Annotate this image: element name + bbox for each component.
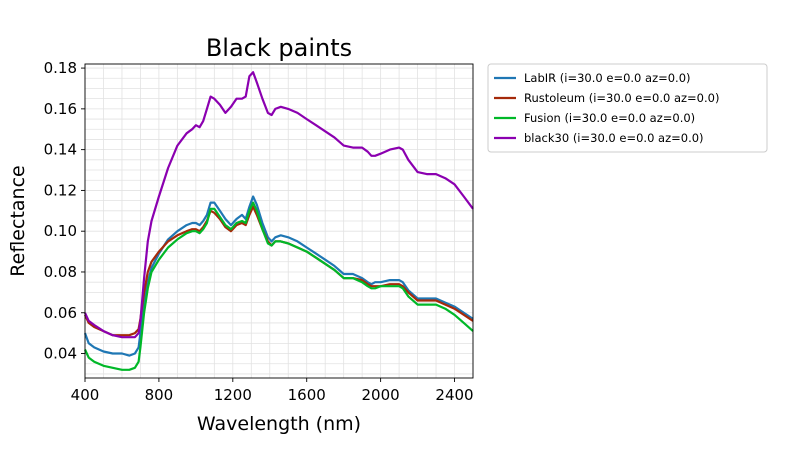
legend-label-0: LabIR (i=30.0 e=0.0 az=0.0) bbox=[524, 71, 691, 85]
x-tick-label: 2400 bbox=[435, 386, 473, 404]
y-tick-label: 0.06 bbox=[44, 304, 77, 322]
y-tick-label: 0.12 bbox=[44, 181, 77, 199]
y-tick-label: 0.14 bbox=[44, 141, 77, 159]
legend-box bbox=[487, 63, 768, 153]
chart-title: Black paints bbox=[206, 34, 352, 62]
y-tick-label: 0.04 bbox=[44, 345, 77, 363]
series-line-2 bbox=[83, 201, 474, 371]
series-line-1 bbox=[83, 205, 474, 337]
x-tick-label: 400 bbox=[71, 386, 100, 404]
legend-label-3: black30 (i=30.0 e=0.0 az=0.0) bbox=[524, 131, 704, 145]
series-line-3 bbox=[83, 71, 474, 339]
legend: LabIR (i=30.0 e=0.0 az=0.0) Rustoleum (i=… bbox=[487, 63, 768, 153]
y-axis: 0.04 0.06 0.08 0.10 0.12 0.14 0.16 0.18 bbox=[44, 59, 85, 363]
x-axis: 400 800 1200 1600 2000 2400 bbox=[71, 378, 474, 404]
legend-label-2: Fusion (i=30.0 e=0.0 az=0.0) bbox=[524, 111, 695, 125]
legend-label-1: Rustoleum (i=30.0 e=0.0 az=0.0) bbox=[524, 91, 719, 105]
x-tick-label: 800 bbox=[145, 386, 174, 404]
y-tick-label: 0.08 bbox=[44, 263, 77, 281]
plot-frame bbox=[84, 63, 474, 379]
x-axis-label: Wavelength (nm) bbox=[197, 413, 361, 435]
y-tick-label: 0.18 bbox=[44, 59, 77, 77]
y-axis-label: Reflectance bbox=[7, 165, 29, 276]
y-tick-label: 0.10 bbox=[44, 222, 77, 240]
series-line-0 bbox=[83, 195, 474, 357]
x-tick-label: 1200 bbox=[214, 386, 252, 404]
x-tick-label: 1600 bbox=[288, 386, 326, 404]
x-tick-label: 2000 bbox=[362, 386, 400, 404]
y-tick-label: 0.16 bbox=[44, 100, 77, 118]
series-layer bbox=[83, 71, 474, 371]
